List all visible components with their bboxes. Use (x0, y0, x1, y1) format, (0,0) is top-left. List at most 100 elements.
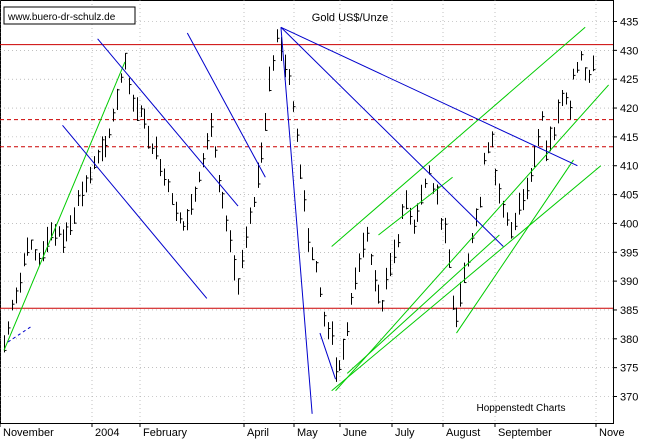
ohlc-bar (456, 307, 459, 328)
ohlc-bar (589, 69, 592, 83)
y-tick-label: 420 (620, 103, 638, 115)
ohlc-bar (441, 217, 444, 230)
trend-line-blue-dashed (7, 325, 33, 343)
ohlc-bar (398, 234, 401, 248)
ohlc-bar (59, 226, 62, 237)
ohlc-bar (86, 175, 89, 193)
ohlc-bar (558, 99, 561, 124)
ohlc-bar (98, 149, 101, 164)
y-tick-label: 430 (620, 45, 638, 57)
y-tick-label: 415 (620, 132, 638, 144)
ohlc-bar (359, 253, 362, 273)
x-tick-label: June (343, 427, 367, 439)
ohlc-bar (137, 97, 140, 121)
watermark-text: www.buero-dr-schulz.de (7, 12, 116, 23)
ohlc-bar (488, 142, 491, 154)
ohlc-bar (12, 299, 15, 311)
ohlc-bar (27, 237, 30, 256)
ohlc-bar (476, 208, 479, 227)
ohlc-bar (125, 52, 128, 70)
ohlc-bar (293, 101, 296, 112)
trend-lines (3, 26, 609, 414)
ohlc-bar (129, 77, 132, 95)
ohlc-bar (246, 226, 249, 248)
ohlc-bar (573, 68, 576, 80)
trend-line-blue (62, 125, 208, 299)
ohlc-bar (460, 282, 463, 307)
ohlc-bar (577, 62, 580, 73)
ohlc-bar (258, 162, 261, 188)
chart-title: Gold US$/Unze (312, 12, 388, 24)
ohlc-bar (180, 212, 183, 224)
ohlc-bar (585, 67, 588, 81)
ohlc-bar (90, 166, 93, 184)
trend-line-green (331, 165, 602, 392)
ohlc-bar (78, 190, 81, 206)
ohlc-bar (63, 229, 66, 253)
ohlc-bar (417, 203, 420, 222)
source-label: Hoppenstedt Charts (477, 403, 566, 414)
ohlc-bar (35, 249, 38, 261)
ohlc-bar (82, 181, 85, 207)
x-tick-label: May (297, 427, 318, 439)
ohlc-bar (39, 252, 42, 266)
ohlc-bar (324, 311, 327, 327)
ohlc-bar (144, 108, 147, 129)
ohlc-bar (453, 295, 456, 310)
ohlc-bar (94, 156, 97, 170)
trend-line-green (378, 176, 453, 236)
ohlc-bar (382, 299, 385, 312)
ohlc-bar (172, 193, 175, 206)
ohlc-bar (390, 252, 393, 277)
ohlc-bar (222, 191, 225, 209)
ohlc-bar (234, 255, 237, 281)
ohlc-bar (74, 207, 77, 224)
ohlc-bar (343, 338, 346, 360)
trend-line-green (3, 61, 126, 351)
y-tick-label: 385 (620, 305, 638, 317)
grid-layer (0, 0, 613, 423)
ohlc-bar (484, 152, 487, 165)
y-axis-ticks: 370 375 380 385 390 395 400 405 410 415 420 425 430 4… (613, 17, 638, 404)
ohlc-bar (8, 321, 11, 335)
trend-line-green (331, 26, 586, 247)
ohlc-bar (168, 179, 171, 193)
ohlc-bar (70, 215, 73, 236)
ohlc-bar (492, 131, 495, 148)
ohlc-bar (515, 212, 518, 231)
trend-line-blue (280, 27, 313, 414)
x-tick-label: 2004 (95, 427, 119, 439)
ohlc-bar (289, 69, 292, 86)
ohlc-bar (308, 228, 311, 252)
ohlc-bar (207, 133, 210, 150)
ohlc-bar (355, 267, 358, 290)
ohlc-bar (351, 292, 354, 305)
ohlc-bar (242, 249, 245, 269)
ohlc-bar (211, 113, 214, 137)
ohlc-bar (347, 322, 350, 336)
ohlc-bar (367, 226, 370, 242)
ohlc-bar (230, 230, 233, 253)
trend-line-blue (280, 26, 578, 167)
ohlc-bar (519, 192, 522, 215)
ohlc-bar (191, 193, 194, 215)
y-tick-label: 435 (620, 17, 638, 29)
ohlc-bar (406, 190, 409, 210)
ohlc-bar (538, 128, 541, 147)
ohlc-bar (523, 189, 526, 211)
x-axis-ticks: November 2004 February April May June July Augu… (0, 423, 625, 439)
ohlc-bar (378, 284, 381, 304)
watermark-box (3, 6, 136, 25)
ohlc-bar (265, 113, 268, 131)
ohlc-bar (273, 55, 276, 71)
ohlc-bar (410, 207, 413, 225)
ohlc-bar (375, 270, 378, 292)
ohlc-bar (156, 136, 159, 160)
ohlc-bar (105, 135, 108, 158)
ohlc-bar (183, 221, 186, 231)
ohlc-bar (300, 164, 303, 180)
ohlc-bar (269, 66, 272, 92)
ohlc-bar (238, 278, 241, 295)
ohlc-bar (31, 239, 34, 250)
